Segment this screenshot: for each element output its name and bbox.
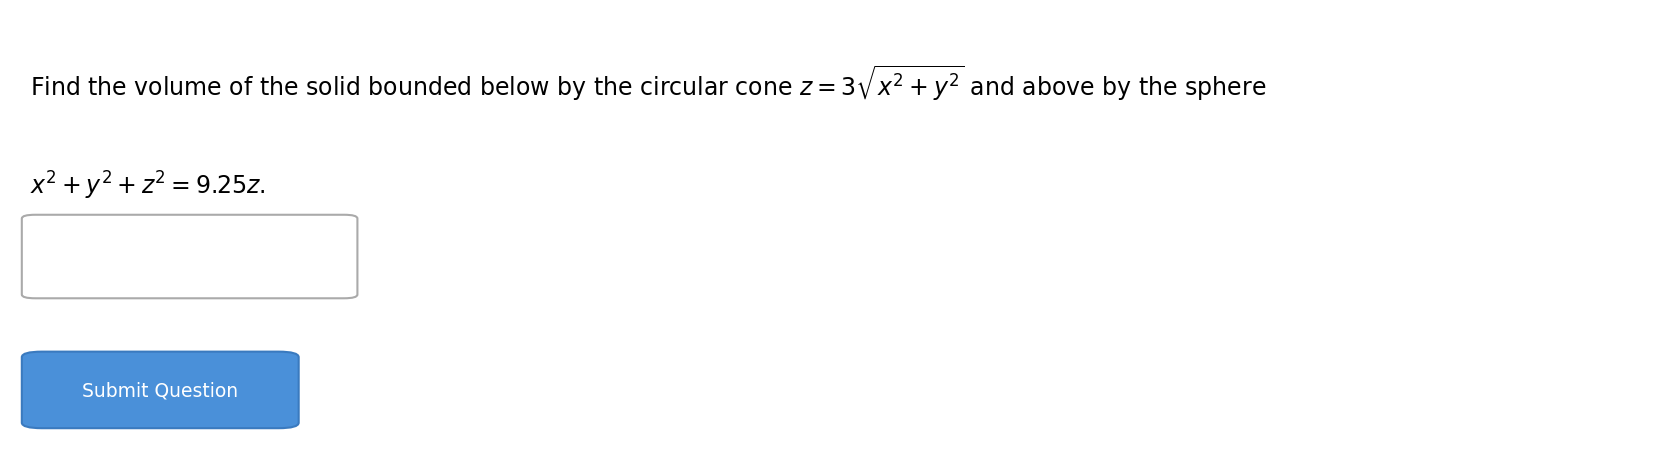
Text: Find the volume of the solid bounded below by the circular cone $z = 3\sqrt{x^2 : Find the volume of the solid bounded bel…: [30, 63, 1267, 103]
Text: Submit Question: Submit Question: [82, 381, 238, 400]
FancyBboxPatch shape: [22, 215, 357, 299]
FancyBboxPatch shape: [22, 352, 299, 428]
Text: $x^2 + y^2 + z^2 = 9.25z.$: $x^2 + y^2 + z^2 = 9.25z.$: [30, 169, 265, 201]
